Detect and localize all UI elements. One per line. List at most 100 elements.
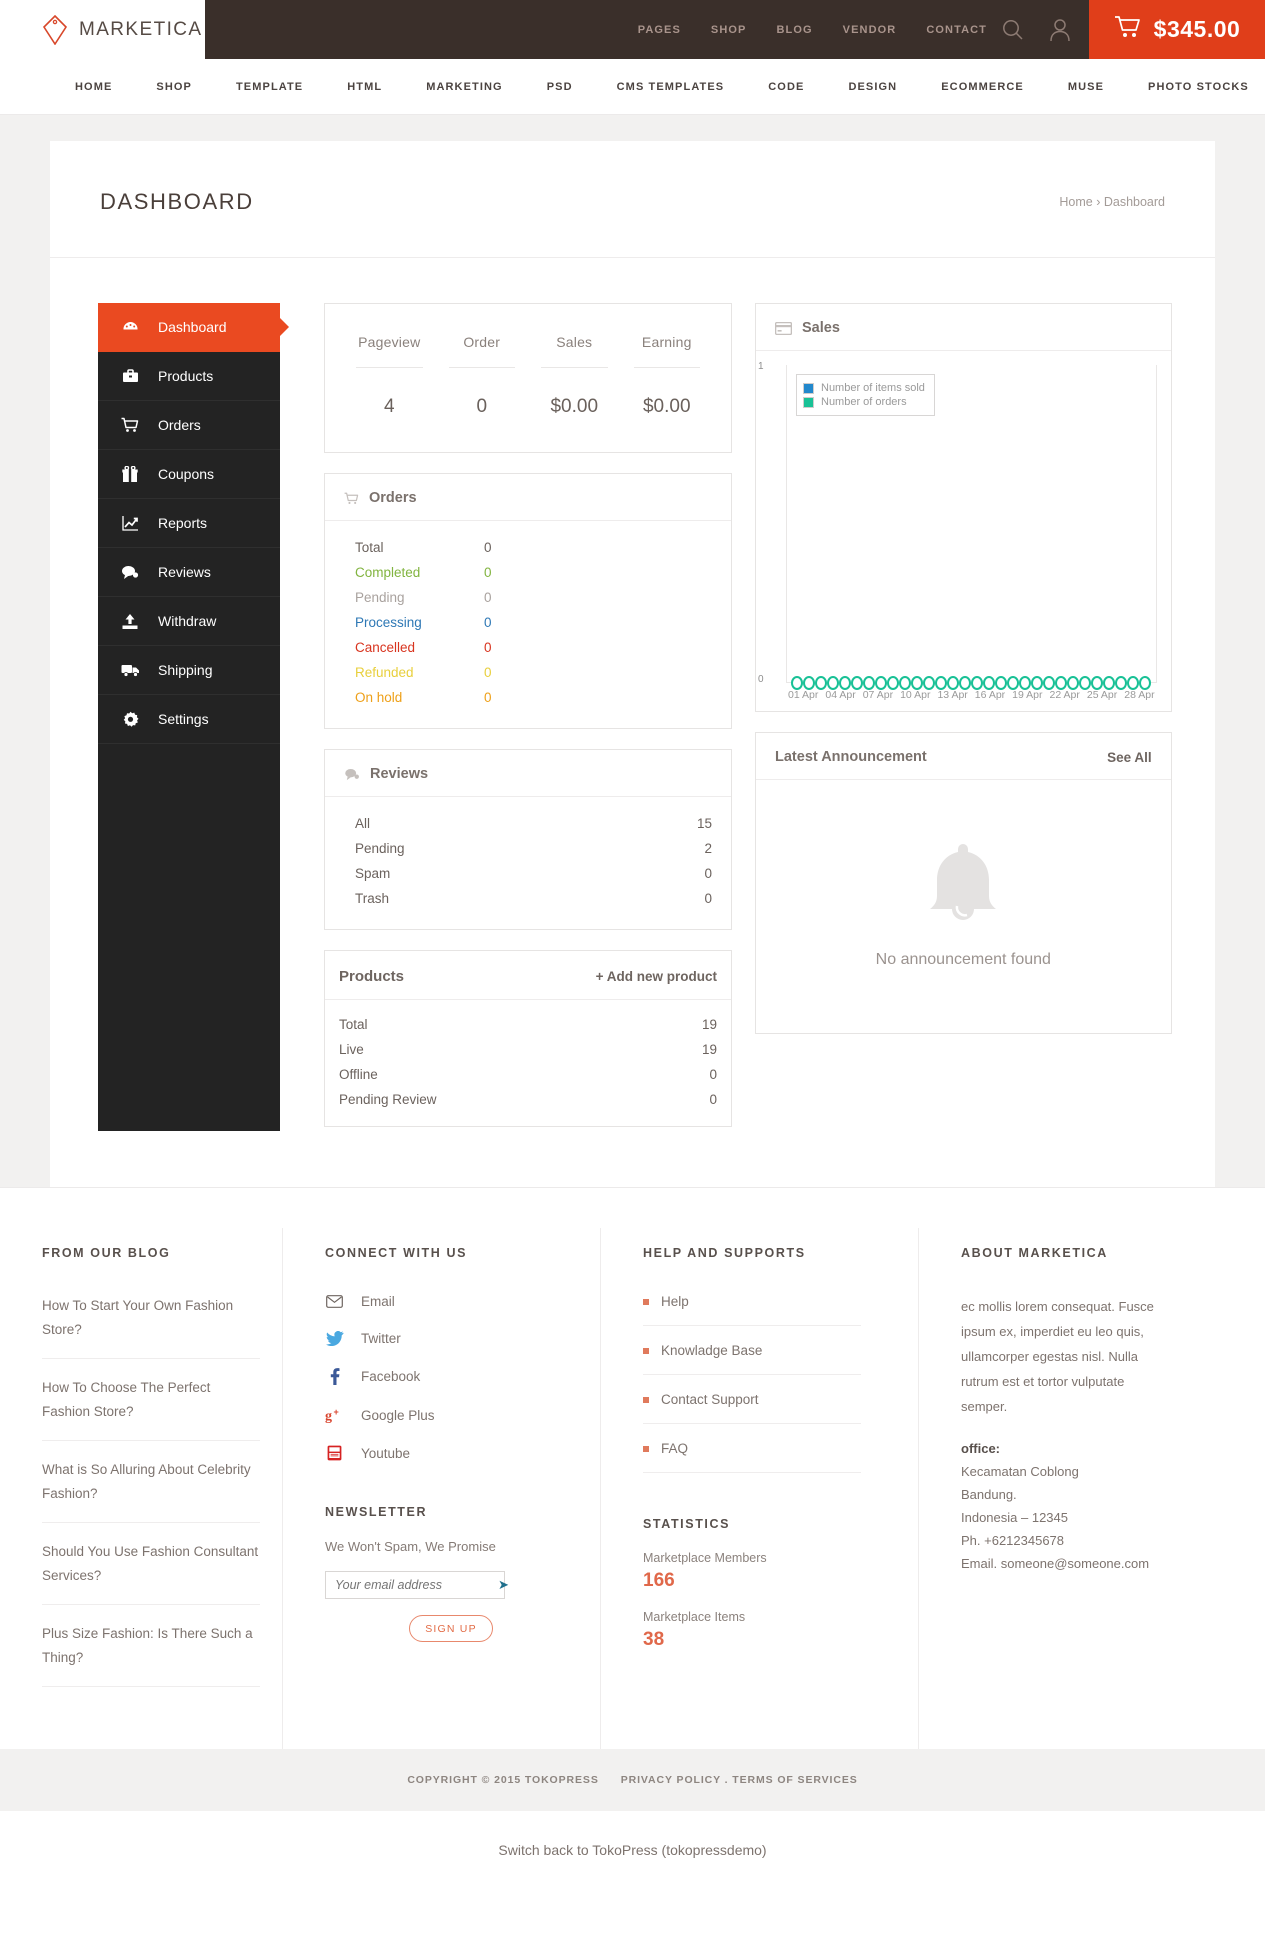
topnav-blog[interactable]: BLOG xyxy=(776,23,813,36)
chart-line-icon xyxy=(120,515,140,531)
chart-data-markers xyxy=(787,676,1156,690)
newsletter-email-input[interactable] xyxy=(335,1578,498,1592)
products-row-label: Live xyxy=(339,1042,364,1057)
nav-marketing[interactable]: MARKETING xyxy=(426,80,503,93)
legal-links[interactable]: PRIVACY POLICY . TERMS OF SERVICES xyxy=(620,1774,858,1786)
social-link-twitter[interactable]: Twitter xyxy=(325,1331,562,1346)
help-link-faq[interactable]: FAQ xyxy=(643,1441,861,1473)
nav-photo-stocks[interactable]: PHOTO STOCKS xyxy=(1148,80,1249,93)
user-icon[interactable] xyxy=(1049,18,1071,42)
chart-marker xyxy=(935,676,948,690)
sidebar-item-shipping[interactable]: Shipping xyxy=(98,646,280,695)
orders-panel-header: Orders xyxy=(325,474,731,521)
chart-marker xyxy=(851,676,864,690)
stat-divider xyxy=(448,367,515,368)
topnav-contact[interactable]: CONTACT xyxy=(926,23,987,36)
orders-row: On hold 0 xyxy=(344,685,712,710)
blog-post-link[interactable]: Should You Use Fashion Consultant Servic… xyxy=(42,1540,260,1605)
sidebar-item-withdraw[interactable]: Withdraw xyxy=(98,597,280,646)
sidebar-item-dashboard[interactable]: Dashboard xyxy=(98,303,289,352)
cart-button[interactable]: $345.00 xyxy=(1089,0,1265,59)
topnav-shop[interactable]: SHOP xyxy=(710,23,747,36)
blog-post-link[interactable]: Plus Size Fashion: Is There Such a Thing… xyxy=(42,1622,260,1687)
social-link-email[interactable]: Email xyxy=(325,1294,562,1309)
chart-marker xyxy=(1139,676,1152,690)
help-link-knowledge-base[interactable]: Knowladge Base xyxy=(643,1343,861,1375)
sidebar-item-reports[interactable]: Reports xyxy=(98,499,280,548)
chart-marker xyxy=(1007,676,1020,690)
paper-plane-icon[interactable]: ➤ xyxy=(498,1577,509,1592)
nav-psd[interactable]: PSD xyxy=(546,80,573,93)
stat-label: Pageview xyxy=(358,334,421,350)
search-icon[interactable] xyxy=(1001,18,1025,42)
chart-marker xyxy=(923,676,936,690)
nav-html[interactable]: HTML xyxy=(347,80,383,93)
help-link-help[interactable]: Help xyxy=(643,1294,861,1326)
nav-template[interactable]: TEMPLATE xyxy=(235,80,304,93)
chart-marker xyxy=(1103,676,1116,690)
switch-back-link[interactable]: Switch back to TokoPress (tokopressdemo) xyxy=(498,1842,767,1858)
dashboard-layout: Dashboard Products Orders xyxy=(50,258,1215,1147)
y-axis-top-tick: 1 xyxy=(758,361,764,372)
sidebar-item-orders[interactable]: Orders xyxy=(98,401,280,450)
help-link-contact-support[interactable]: Contact Support xyxy=(643,1392,861,1424)
footer-about-heading: ABOUT MARKETICA xyxy=(961,1246,1108,1260)
nav-design[interactable]: DESIGN xyxy=(848,80,898,93)
chart-marker xyxy=(911,676,924,690)
truck-icon xyxy=(120,663,140,677)
social-link-facebook[interactable]: Facebook xyxy=(325,1368,562,1385)
topnav-vendor[interactable]: VENDOR xyxy=(842,23,897,36)
nav-shop[interactable]: SHOP xyxy=(156,80,192,93)
social-link-youtube[interactable]: Youtube xyxy=(325,1445,562,1461)
brand-logo[interactable]: MARKETICA xyxy=(0,0,205,59)
site-footer: FROM OUR BLOG How To Start Your Own Fash… xyxy=(0,1187,1265,1749)
nav-ecommerce[interactable]: ECOMMERCE xyxy=(941,80,1024,93)
copyright-bar: COPYRIGHT © 2015 TOKOPRESS PRIVACY POLIC… xyxy=(0,1749,1265,1811)
about-description: ec mollis lorem consequat. Fusce ipsum e… xyxy=(961,1299,1154,1414)
sidebar-item-coupons[interactable]: Coupons xyxy=(98,450,280,499)
comment-icon xyxy=(344,768,360,781)
legend-item-items-sold: Number of items sold xyxy=(803,382,925,394)
sidebar-item-products[interactable]: Products xyxy=(98,352,280,401)
nav-muse[interactable]: MUSE xyxy=(1067,80,1105,93)
about-office: office: Kecamatan Coblong Bandung. Indon… xyxy=(961,1437,1227,1575)
orders-row-label: Refunded xyxy=(355,665,414,680)
blog-post-link[interactable]: How To Start Your Own Fashion Store? xyxy=(42,1294,260,1359)
bullet-icon xyxy=(643,1298,649,1305)
reviews-panel-title: Reviews xyxy=(370,766,429,782)
products-row-value: 0 xyxy=(709,1067,717,1082)
brand-name: MARKETICA xyxy=(79,18,203,40)
svg-text:g: g xyxy=(325,1409,332,1423)
breadcrumb-home[interactable]: Home xyxy=(1059,195,1093,209)
nav-home[interactable]: HOME xyxy=(75,80,113,93)
dashboard-icon xyxy=(120,319,140,336)
chart-marker xyxy=(887,676,900,690)
dashboard-right-column: Sales 1 Number of items sold xyxy=(755,303,1172,1054)
orders-panel: Orders Total 0 Completed 0 Pending xyxy=(324,473,732,729)
orders-row: Pending 0 xyxy=(344,585,712,610)
chart-x-label: 10 Apr xyxy=(900,689,931,701)
social-label: Google Plus xyxy=(361,1407,435,1423)
stat-label: Earning xyxy=(641,334,692,350)
reviews-row: All 15 xyxy=(344,811,712,836)
sidebar-item-settings[interactable]: Settings xyxy=(98,695,280,744)
sidebar-item-reviews[interactable]: Reviews xyxy=(98,548,280,597)
nav-cms-templates[interactable]: CMS TEMPLATES xyxy=(616,80,725,93)
blog-post-link[interactable]: How To Choose The Perfect Fashion Store? xyxy=(42,1376,260,1441)
chart-marker xyxy=(947,676,960,690)
stat-divider xyxy=(633,367,700,368)
newsletter-field[interactable]: ➤ xyxy=(325,1571,509,1599)
stat-divider xyxy=(356,367,423,368)
chart-x-label: 07 Apr xyxy=(862,689,894,701)
stat-label: Order xyxy=(463,334,501,350)
add-new-product-link[interactable]: + Add new product xyxy=(595,969,717,984)
chart-marker xyxy=(1091,676,1104,690)
social-link-google-plus[interactable]: g + Google Plus xyxy=(325,1407,562,1423)
youtube-icon xyxy=(325,1445,344,1461)
newsletter-signup-button[interactable]: SIGN UP xyxy=(409,1615,493,1642)
nav-code[interactable]: CODE xyxy=(768,80,805,93)
see-all-link[interactable]: See All xyxy=(1107,749,1152,765)
blog-post-link[interactable]: What is So Alluring About Celebrity Fash… xyxy=(42,1458,260,1523)
orders-row: Refunded 0 xyxy=(344,660,712,685)
topnav-pages[interactable]: PAGES xyxy=(637,23,681,36)
